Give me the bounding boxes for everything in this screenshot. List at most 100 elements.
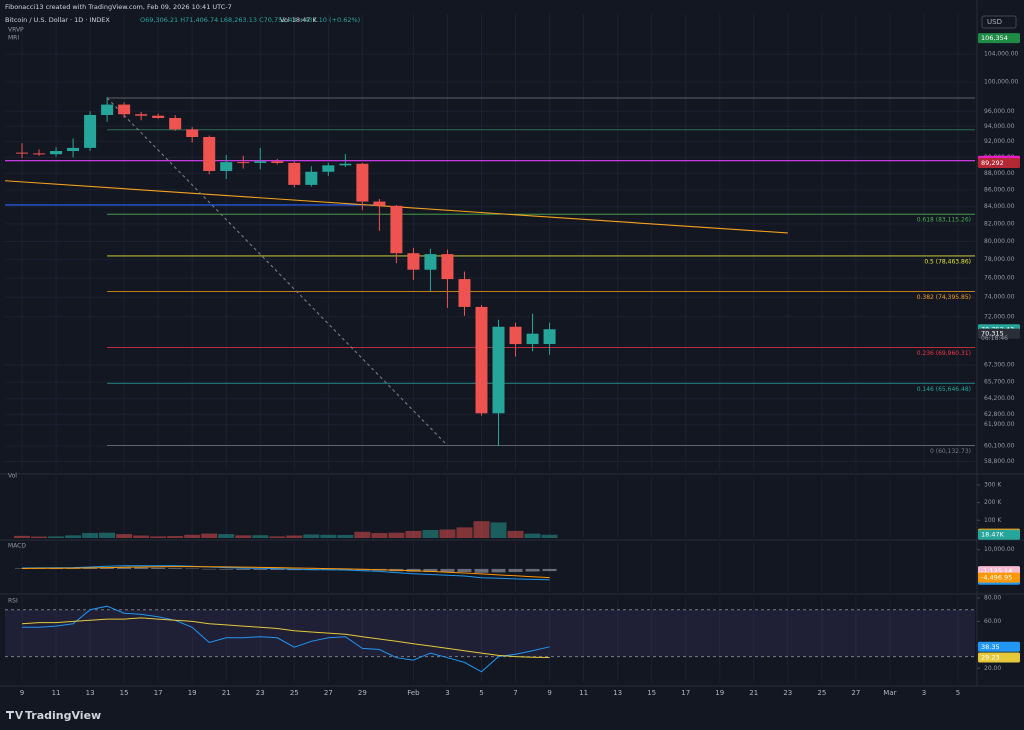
rsi-band xyxy=(5,609,975,657)
macd-histogram-bar xyxy=(474,568,489,573)
candle-body xyxy=(101,104,114,115)
y-tick-label: 62,800.00 xyxy=(984,411,1015,418)
currency-box[interactable] xyxy=(981,15,1017,29)
macd-histogram-bar xyxy=(423,568,438,572)
x-tick-label: 23 xyxy=(256,689,265,697)
x-tick-label: 21 xyxy=(222,689,231,697)
macd-histogram-bar xyxy=(338,568,353,570)
candle-body xyxy=(492,326,505,414)
volume-bar xyxy=(354,531,371,538)
x-tick-label: 27 xyxy=(324,689,333,697)
y-tick-label: 300 K xyxy=(984,481,1002,488)
y-tick-label: 84,000.00 xyxy=(984,203,1015,210)
volume-bar xyxy=(65,535,82,538)
price-badge-label: 106,354 xyxy=(981,34,1008,42)
candle-body xyxy=(390,205,403,254)
pane-title: Vol xyxy=(8,473,17,480)
candle-body xyxy=(50,151,63,155)
x-tick-label: 11 xyxy=(579,689,588,697)
x-tick-label: Feb xyxy=(407,689,420,697)
ohlc: O69,306.21 H71,406.74 L68,263.13 C70,752… xyxy=(140,16,360,24)
y-tick-label: 60.00 xyxy=(984,618,1001,625)
candle-body xyxy=(237,162,250,164)
x-tick-label: 25 xyxy=(817,689,826,697)
macd-histogram-bar xyxy=(270,568,285,570)
currency[interactable]: USD xyxy=(987,18,1002,26)
macd-histogram-bar xyxy=(457,568,472,572)
fib-label: 0.382 (74,395.85) xyxy=(917,294,971,301)
volume-bar xyxy=(116,534,133,538)
indicator-line xyxy=(21,565,550,581)
price-badge-label: 89,292 xyxy=(981,159,1004,167)
indicator-label: MRI xyxy=(8,35,19,42)
volume-bar xyxy=(303,534,320,538)
candle-body xyxy=(186,129,199,138)
labels-layer: Fibonacci13 created with TradingView.com… xyxy=(5,3,1020,722)
macd-histogram-bar xyxy=(83,568,98,569)
candle-body xyxy=(458,279,471,307)
indicator-label: VRVP xyxy=(8,27,24,34)
macd-histogram-bar xyxy=(49,568,64,570)
macd-histogram-bar xyxy=(134,567,149,569)
volume-bar xyxy=(422,530,439,538)
volume-bar xyxy=(405,530,422,538)
candle-body xyxy=(84,114,97,148)
macd-histogram-bar xyxy=(525,568,540,572)
y-tick-label: 64,200.00 xyxy=(984,395,1015,402)
price-badge xyxy=(978,33,1020,44)
y-tick-label: 78,000.00 xyxy=(984,256,1015,263)
volume-bar xyxy=(48,536,65,538)
y-tick-label: 92,000.00 xyxy=(984,138,1015,145)
candle-body xyxy=(118,104,131,115)
price-badge xyxy=(978,328,1020,339)
x-tick-label: 3 xyxy=(445,689,449,697)
indicator-line xyxy=(21,617,550,658)
volume-bar xyxy=(14,535,31,538)
price-badge xyxy=(978,572,1020,583)
volume-bar xyxy=(337,534,354,538)
macd-histogram-bar xyxy=(508,568,523,572)
x-tick-label: 23 xyxy=(783,689,792,697)
candle-body xyxy=(220,162,233,171)
x-tick-label: 3 xyxy=(922,689,926,697)
candle-body xyxy=(67,147,80,152)
price-badge xyxy=(978,157,1020,168)
x-tick-label: 19 xyxy=(715,689,724,697)
candle-body xyxy=(407,253,420,270)
price-badge xyxy=(978,652,1020,663)
y-tick-label: 20.00 xyxy=(984,665,1001,672)
x-tick-label: 15 xyxy=(120,689,129,697)
y-tick-label: 94,000.00 xyxy=(984,123,1015,130)
price-badge xyxy=(978,529,1020,540)
candle-body xyxy=(288,162,301,185)
x-tick-label: 13 xyxy=(86,689,95,697)
candle-body xyxy=(373,201,386,206)
volume-bar xyxy=(473,521,490,538)
price-badge-label: -1,125.14 xyxy=(981,567,1012,575)
volume-bar xyxy=(252,535,269,538)
y-tick-label: 67,300.00 xyxy=(984,361,1015,368)
macd-histogram-bar xyxy=(117,567,132,569)
candle-body xyxy=(254,161,267,163)
x-tick-label: 11 xyxy=(52,689,61,697)
x-tick-label: 9 xyxy=(20,689,24,697)
symbol-title: Bitcoin / U.S. Dollar · 1D · INDEX xyxy=(5,16,110,24)
candle-body xyxy=(509,326,522,345)
x-tick-label: 13 xyxy=(613,689,622,697)
x-tick-label: 29 xyxy=(358,689,367,697)
y-tick-label: 60,100.00 xyxy=(984,442,1015,449)
macd-histogram-bar xyxy=(219,568,234,570)
pane-title: MACD xyxy=(8,543,26,550)
y-tick-label: 80.00 xyxy=(984,594,1001,601)
x-tick-label: 19 xyxy=(188,689,197,697)
candle-body xyxy=(135,114,148,116)
volume-bar xyxy=(490,522,507,538)
volume-bar xyxy=(439,529,456,538)
macd-histogram-bar xyxy=(66,568,81,569)
price-badge-label: 70,315 xyxy=(981,330,1004,338)
volume-bar xyxy=(371,533,388,538)
x-tick-label: 21 xyxy=(749,689,758,697)
volume-bar xyxy=(235,535,252,538)
logo[interactable]: TradingView xyxy=(6,709,101,722)
